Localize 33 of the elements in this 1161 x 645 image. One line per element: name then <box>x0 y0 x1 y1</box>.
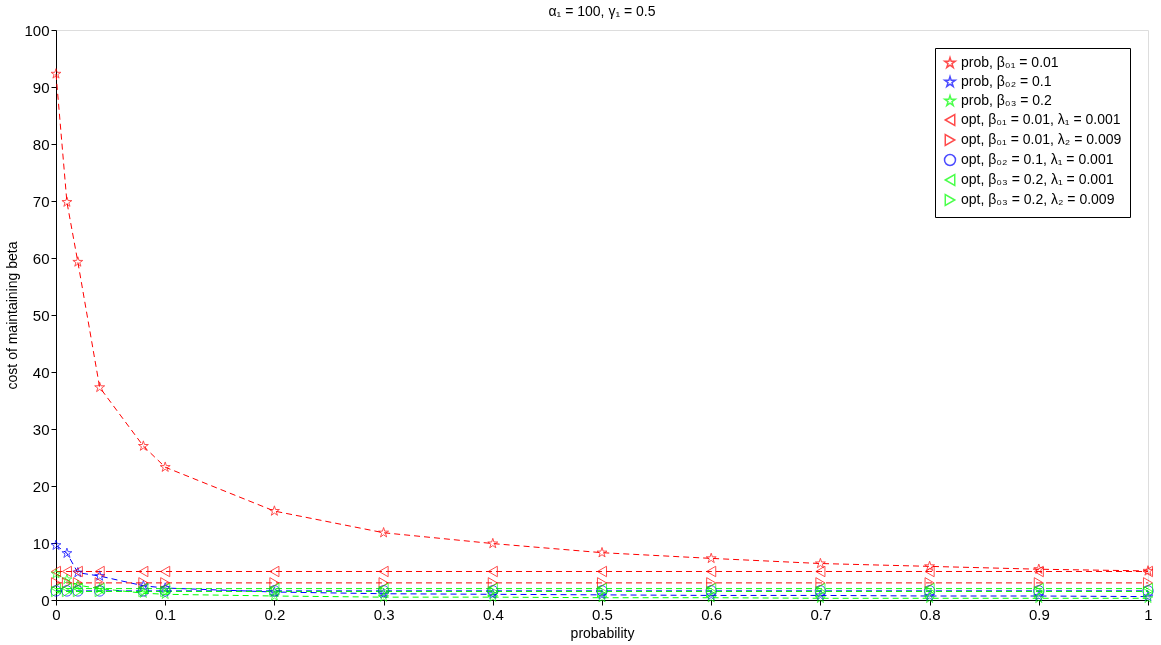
x-tick-label: 0.9 <box>1028 605 1050 623</box>
y-tick-label: 100 <box>24 21 50 39</box>
x-tick-label: 0.5 <box>592 605 613 623</box>
x-tick-label: 0.1 <box>155 605 177 623</box>
y-tick-label: 80 <box>32 135 50 153</box>
legend-label: opt, β₀₃ = 0.2, λ₁ = 0.001 <box>961 171 1114 187</box>
y-tick-label: 20 <box>32 477 50 495</box>
y-tick-label: 50 <box>32 306 50 324</box>
legend-label: opt, β₀₁ = 0.01, λ₁ = 0.001 <box>961 111 1121 127</box>
y-tick-label: 30 <box>32 420 50 438</box>
legend-label: prob, β₀₂ = 0.1 <box>961 73 1052 89</box>
chart-title: α₁ = 100, γ₁ = 0.5 <box>548 3 656 19</box>
y-tick-label: 0 <box>41 591 50 609</box>
x-tick-label: 0.8 <box>919 605 941 623</box>
x-tick-label: 0.4 <box>482 605 504 623</box>
y-tick-label: 60 <box>32 249 50 267</box>
legend-label: prob, β₀₃ = 0.2 <box>961 92 1052 108</box>
y-tick-label: 90 <box>32 78 50 96</box>
y-tick-label: 40 <box>32 363 50 381</box>
x-tick-label: 0 <box>52 605 61 623</box>
x-axis-title: probability <box>570 624 635 641</box>
x-tick-label: 0.7 <box>810 605 832 623</box>
legend-label: prob, β₀₁ = 0.01 <box>961 54 1059 70</box>
legend-label: opt, β₀₃ = 0.2, λ₂ = 0.009 <box>961 191 1115 207</box>
y-axis-title: cost of maintaining beta <box>4 241 21 390</box>
legend-label: opt, β₀₁ = 0.01, λ₂ = 0.009 <box>961 131 1122 147</box>
x-tick-label: 1 <box>1144 605 1153 623</box>
x-tick-label: 0.3 <box>373 605 395 623</box>
x-tick-label: 0.6 <box>701 605 723 623</box>
x-tick-label: 0.2 <box>264 605 286 623</box>
legend-label: opt, β₀₂ = 0.1, λ₁ = 0.001 <box>961 151 1114 167</box>
y-tick-label: 10 <box>32 534 50 552</box>
y-tick-label: 70 <box>32 192 50 210</box>
